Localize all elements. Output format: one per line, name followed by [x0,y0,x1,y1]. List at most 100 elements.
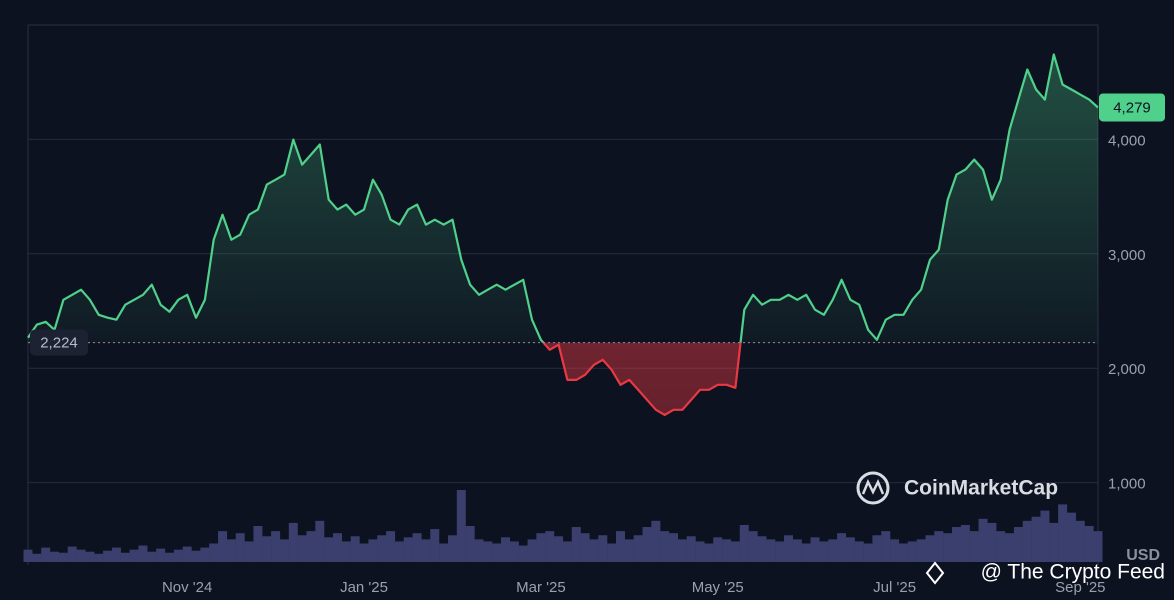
volume-bar [447,535,457,562]
volume-bar [987,522,997,562]
volume-bar [713,537,723,562]
price-line [27,53,1099,416]
volume-bar [642,527,652,562]
volume-bar [1040,510,1050,562]
volume-bar [333,533,343,562]
volume-bar [757,536,767,562]
volume-bar [191,550,201,562]
volume-bar [1013,527,1023,562]
volume-bar [412,533,422,562]
volume-bar [439,543,449,562]
watermark-icon [925,561,945,585]
volume-bar [624,539,634,562]
volume-bar [828,539,838,562]
volume-bar [1058,504,1068,562]
volume-bar [394,541,404,562]
volume-bar [660,531,670,562]
watermark: @ The Crypto Feed [981,561,1165,584]
volume-bar [845,537,855,562]
volume-bar [262,536,272,562]
volume-bar [792,539,802,562]
volume-bar [253,526,263,562]
volume-bar [916,539,926,562]
volume-bar [562,541,572,562]
volume-bar [324,537,334,562]
volume-bar [386,531,396,562]
volume-bar [1031,516,1041,562]
volume-bar [722,539,732,562]
volume-bar [377,535,387,562]
volume-bar [1093,531,1103,562]
volume-bar [695,541,705,562]
volume-bar [775,541,785,562]
volume-bar [810,537,820,562]
volume-bar [677,539,687,562]
volume-bar [952,527,962,562]
volume-bar [1066,512,1076,562]
volume-bar [837,533,847,562]
volume-bar [589,539,599,562]
brand-name: CoinMarketCap [904,477,1058,500]
volume-bar [67,546,77,562]
volume-bar [801,543,811,562]
volume-bar [235,533,245,562]
volume-bar [819,541,829,562]
volume-bar [129,549,139,562]
volume-bar [598,535,608,562]
volume-bar [518,545,528,562]
currency-label: USD [1126,547,1160,564]
volume-bar [615,531,625,562]
volume-bar [76,549,86,562]
volume-bar [164,552,174,562]
volume-bar [120,552,130,562]
x-tick-label: Jul '25 [873,579,916,596]
volume-bar [156,548,166,562]
x-tick-label: May '25 [692,579,744,596]
area-fill [28,54,1098,415]
volume-bar [456,490,466,562]
volume-bar [350,536,360,562]
volume-bar [341,541,351,562]
volume-bar [173,549,183,562]
volume-bar [607,543,617,562]
volume-bar [978,518,988,562]
y-tick-label: 3,000 [1108,247,1146,264]
volume-bar [315,520,325,562]
brand: CoinMarketCap [856,471,1058,505]
volume-bar [536,533,546,562]
volume-bar [147,551,157,562]
volume-bar [748,531,758,562]
volume-bar [996,531,1006,562]
volume-bar [934,531,944,562]
volume-bar [85,551,95,562]
marks: 1,000 2,000 3,000 4,000 Nov '24 Jan '25 Mar '2… [23,53,1165,596]
volume-bar [483,541,493,562]
volume-bar [492,543,502,562]
volume-bar [32,553,42,562]
volume-bar [1005,533,1015,562]
volume-bar [890,539,900,562]
y-tick-label: 1,000 [1108,476,1146,493]
volume-bar [925,535,935,562]
volume-bar [545,531,555,562]
volume-bar [138,545,148,562]
volume-bar [863,543,873,562]
volume-bar [430,529,440,562]
volume-bar [244,541,254,562]
volume-bar [103,550,113,562]
volume-bar [969,531,979,562]
volume-bar [527,539,537,562]
volume-bar [571,527,581,562]
volume-bar [209,543,219,562]
x-tick-label: Mar '25 [516,579,566,596]
volume-bar [1075,520,1085,562]
volume-bar [1049,522,1059,562]
x-tick-label: Nov '24 [162,579,212,596]
volume-bar [580,533,590,562]
x-tick-label: Sep '25 [1055,579,1105,596]
volume-bar [23,549,33,562]
volume-bar [306,531,316,562]
volume-bar [704,543,714,562]
volume-bar [854,541,864,562]
